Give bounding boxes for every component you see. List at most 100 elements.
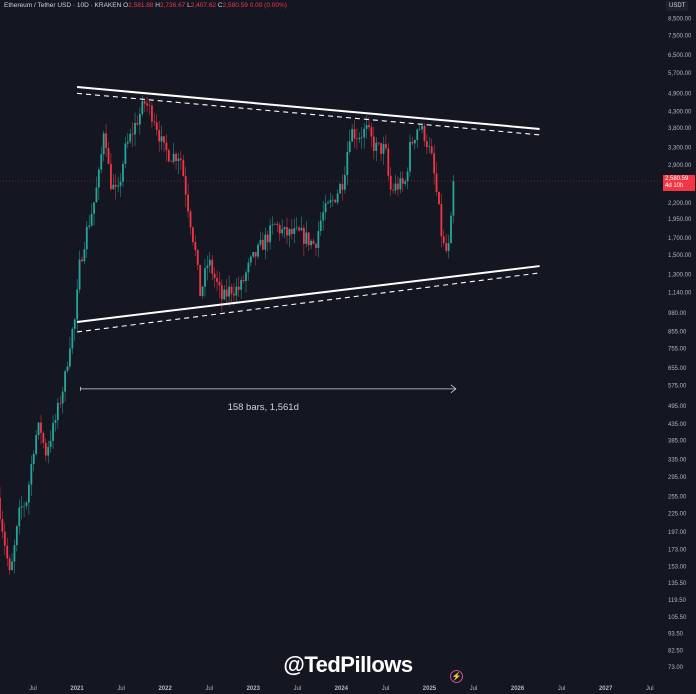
candle-body [97,169,100,188]
candle-body [445,243,448,251]
candle-body [126,141,129,144]
candle-body [187,194,190,212]
candle-body [404,181,407,184]
bar-countdown: 4d 10h [665,183,684,189]
candle-body [56,402,59,421]
candle-body [329,200,332,203]
candle-body [124,143,127,164]
y-tick-label: 225.00 [668,512,687,518]
candle-body [302,227,305,244]
candle-body [416,129,419,140]
candle-body [225,289,228,297]
candle-body [358,137,361,139]
candle-body [30,464,33,485]
candle-body [167,150,170,162]
candle-body [160,136,163,142]
candle-body [138,113,141,125]
candle-body [148,105,151,106]
candle-body [61,391,64,404]
candle-body [73,319,76,329]
candle-body [254,252,257,257]
y-tick-label: 93.50 [668,631,684,637]
y-tick-label: 1,300.00 [668,273,692,279]
y-tick-label: 2,200.00 [668,201,692,207]
candle-body [102,133,105,155]
candle-body [312,240,315,244]
x-tick-label: Jul [558,686,566,692]
candle-body [69,348,71,367]
close-value: 2,580.59 [222,2,248,9]
candle-body [182,159,185,177]
candle-body [163,136,165,143]
candle-body [170,161,173,162]
candle-body [165,142,168,151]
candle-body [151,105,153,122]
candle-body [430,146,433,154]
candle-body [47,446,50,456]
symbol-title: Ethereum / Tether USD · 10D · KRAKEN [4,2,122,9]
candle-body [42,432,45,443]
candle-body [286,227,288,236]
candle-body [413,139,416,144]
symbol-header: Ethereum / Tether USD · 10D · KRAKEN O2,… [4,2,287,9]
candle-body [117,185,120,187]
candle-body [418,129,421,130]
candle-body [107,148,110,164]
lightning-icon[interactable]: ⚡ [450,670,463,683]
candle-body [93,202,95,214]
candle-body [394,183,397,191]
currency-button[interactable]: USDT [666,1,689,11]
candle-body [433,153,436,174]
candle-body [310,240,313,246]
candle-body [122,163,124,182]
candle-body [15,526,18,546]
candle-body [8,558,11,571]
candle-body [54,420,57,423]
y-tick-label: 6,500.00 [668,53,692,59]
candle-body [218,281,221,286]
candle-body [233,293,235,296]
candle-body [230,286,233,294]
open-value: 2,581.88 [128,2,154,9]
candle-body [293,228,296,234]
candle-body [375,142,378,151]
candle-body [380,142,382,154]
measure-arrowhead-icon [450,384,457,394]
x-tick-label: Jul [382,686,390,692]
candle-body [252,252,255,257]
candle-body [11,561,13,571]
y-tick-label: 435.00 [668,422,687,428]
candle-body [20,506,23,508]
last-price-label: 2,580.59 4d 10h [663,175,695,191]
candle-body [216,277,218,282]
candle-body [71,328,74,349]
candle-body [377,142,380,144]
y-tick-label: 575.00 [668,384,687,390]
candle-body [211,259,214,274]
candle-body [192,227,194,243]
candle-body [438,191,440,205]
x-tick-label: Jul [293,686,301,692]
candle-body [131,133,134,135]
candle-body [100,154,103,170]
candle-body [298,227,300,231]
candle-body [114,184,117,187]
candle-body [208,259,211,266]
y-tick-label: 980.00 [668,311,687,317]
candle-body [435,173,438,192]
candle-body [360,137,363,138]
candle-body [40,422,42,433]
candle-body [32,453,35,465]
candle-body [6,545,9,559]
candle-body [146,103,148,106]
candle-body [141,101,144,114]
candle-body [1,519,4,532]
candle-body [23,505,25,507]
candle-body [49,440,52,447]
x-tick-label: 2027 [599,686,613,692]
candle-body [447,243,450,251]
candle-body [368,125,370,128]
candle-body [271,224,274,226]
candle-body [353,129,356,139]
